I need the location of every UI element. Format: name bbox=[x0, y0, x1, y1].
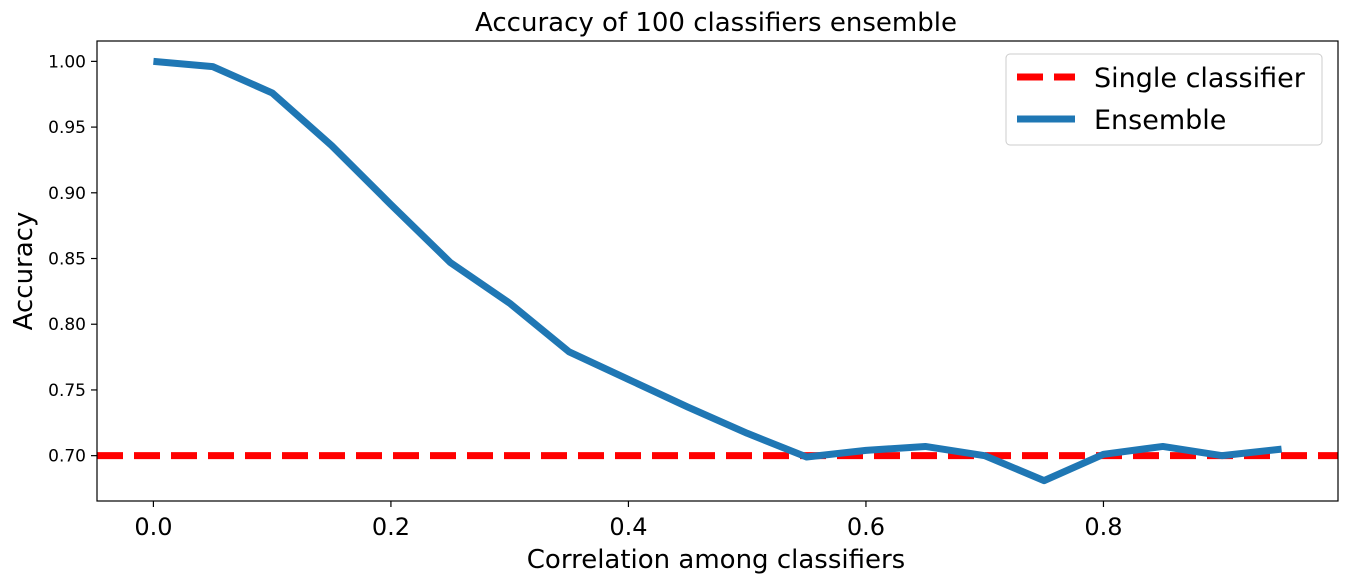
legend-label-ensemble: Ensemble bbox=[1094, 105, 1226, 136]
legend: Single classifier Ensemble bbox=[1005, 53, 1323, 146]
x-axis-ticks: 0.0 0.2 0.4 0.6 0.8 bbox=[134, 501, 1123, 541]
legend-box bbox=[1005, 53, 1323, 146]
legend-label-single-classifier: Single classifier bbox=[1094, 63, 1306, 94]
y-tick-label: 0.80 bbox=[48, 315, 86, 335]
x-tick-label: 0.2 bbox=[372, 513, 410, 541]
y-tick-label: 1.00 bbox=[48, 52, 86, 72]
y-tick-label: 0.95 bbox=[48, 118, 86, 138]
x-axis-label: Correlation among classifiers bbox=[527, 545, 905, 575]
x-tick-label: 0.6 bbox=[847, 513, 885, 541]
y-axis-label: Accuracy bbox=[9, 212, 39, 331]
y-tick-label: 0.70 bbox=[48, 447, 86, 467]
series-line-ensemble bbox=[153, 57, 1282, 485]
y-tick-label: 0.75 bbox=[48, 381, 86, 401]
y-axis-ticks: 0.70 0.75 0.80 0.85 0.90 0.95 1.00 bbox=[48, 52, 97, 467]
x-tick-label: 0.8 bbox=[1084, 513, 1122, 541]
x-tick-label: 0.0 bbox=[134, 513, 172, 541]
x-tick-label: 0.4 bbox=[609, 513, 647, 541]
y-tick-label: 0.85 bbox=[48, 250, 86, 270]
chart-title: Accuracy of 100 classifiers ensemble bbox=[475, 8, 957, 38]
y-tick-label: 0.90 bbox=[48, 184, 86, 204]
plot-frame bbox=[96, 40, 1339, 502]
plot-area bbox=[97, 57, 1338, 485]
